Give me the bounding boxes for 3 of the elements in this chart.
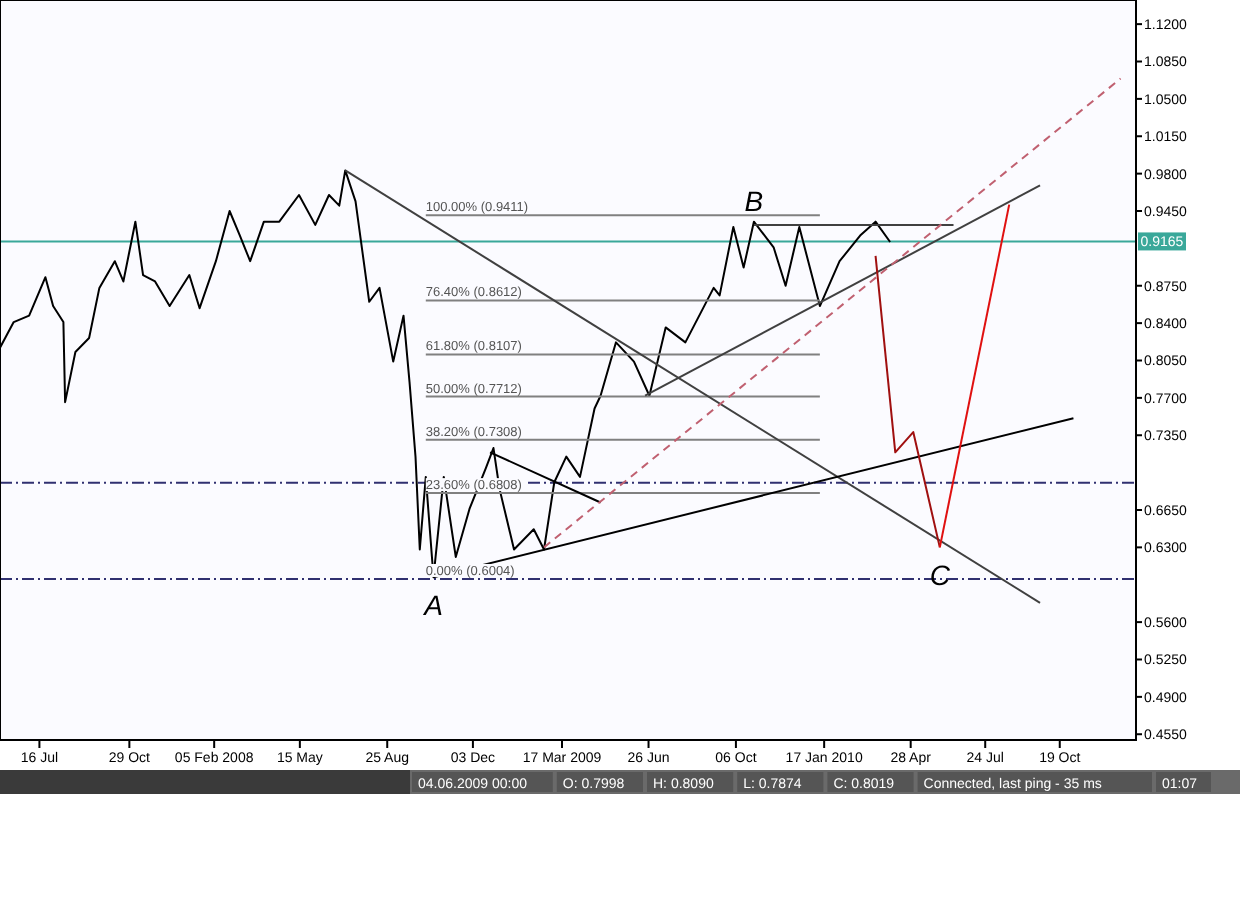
annotation: C: [929, 559, 952, 592]
annotation: A: [422, 589, 443, 622]
annotation: B: [744, 185, 764, 218]
